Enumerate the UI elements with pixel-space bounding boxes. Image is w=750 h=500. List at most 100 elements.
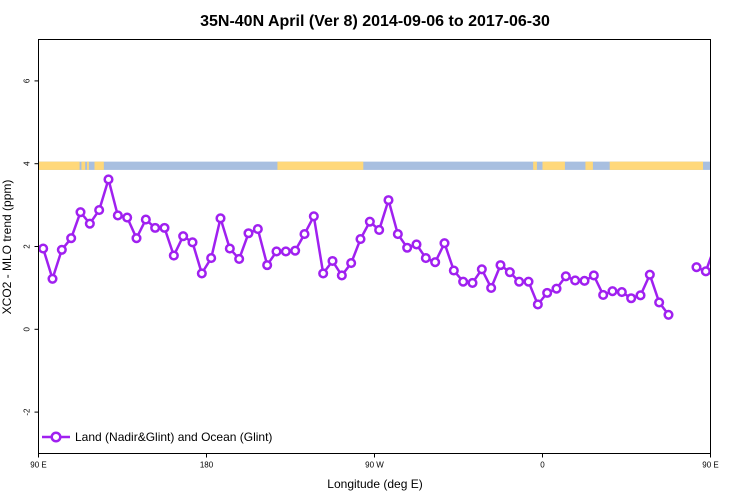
data-point-27 — [290, 245, 301, 256]
land-segment-1 — [81, 161, 86, 170]
data-point-58 — [579, 275, 590, 286]
land-segment-8 — [609, 161, 704, 170]
data-point-62 — [616, 286, 627, 298]
data-point-9 — [122, 212, 133, 223]
land-segment-0 — [38, 161, 80, 170]
data-point-1 — [47, 273, 58, 284]
data-point-5 — [84, 218, 95, 229]
y-tick-label-1: 0 — [23, 327, 32, 332]
data-point-2 — [56, 244, 67, 255]
data-point-71 — [710, 243, 711, 248]
data-point-29 — [308, 211, 319, 222]
data-point-67 — [663, 309, 674, 320]
data-point-54 — [542, 287, 553, 298]
series-layer — [38, 174, 747, 320]
data-point-4 — [75, 207, 86, 218]
x-axis: 90 E 180 90 W 0 90 E — [30, 453, 719, 470]
land-segment-5 — [533, 161, 537, 170]
data-point-31 — [327, 255, 338, 267]
data-point-19 — [215, 213, 226, 224]
data-point-43 — [439, 238, 450, 249]
data-point-8 — [112, 210, 123, 221]
data-point-56 — [560, 271, 571, 282]
data-point-59 — [588, 270, 599, 281]
legend: Land (Nadir&Glint) and Ocean (Glint) — [42, 430, 272, 444]
data-point-51 — [514, 276, 525, 287]
data-point-3 — [66, 233, 77, 244]
data-point-6 — [94, 205, 105, 216]
x-tick-label-2: 90 W — [365, 461, 384, 470]
data-point-36 — [374, 224, 385, 235]
data-point-73 — [730, 275, 738, 283]
data-point-45 — [458, 276, 469, 287]
land-ocean-band — [38, 161, 711, 170]
land-segment-6 — [542, 161, 565, 170]
data-point-24 — [262, 260, 273, 271]
data-point-34 — [355, 233, 366, 245]
y-axis: -2 0 2 4 6 — [23, 78, 39, 416]
data-point-18 — [206, 253, 217, 264]
data-point-53 — [532, 299, 543, 310]
data-point-69 — [691, 262, 702, 273]
data-point-72 — [721, 245, 729, 253]
data-point-52 — [523, 276, 534, 287]
ocean-band — [38, 161, 711, 170]
data-point-40 — [411, 239, 422, 250]
data-point-30 — [318, 268, 329, 279]
land-segment-4 — [277, 161, 364, 170]
y-tick-label-3: 4 — [23, 161, 32, 166]
data-point-42 — [430, 257, 441, 268]
data-point-12 — [150, 222, 161, 233]
land-segment-3 — [94, 161, 104, 170]
data-point-23 — [252, 224, 263, 235]
series-line-1 — [695, 254, 711, 273]
data-point-48 — [486, 282, 497, 293]
legend-marker — [50, 431, 62, 443]
data-point-11 — [140, 214, 151, 225]
data-point-7 — [103, 174, 114, 185]
x-tick-label-0: 90 E — [30, 461, 46, 470]
data-point-60 — [598, 289, 609, 300]
y-tick-label-0: -2 — [23, 408, 32, 416]
y-axis-label: XCO2 - MLO trend (ppm) — [0, 180, 14, 315]
data-point-41 — [420, 253, 431, 264]
data-point-17 — [196, 268, 207, 279]
x-tick-label-1: 180 — [200, 461, 214, 470]
data-point-25 — [271, 246, 282, 257]
data-point-65 — [644, 269, 655, 280]
data-point-20 — [224, 243, 235, 254]
data-point-64 — [635, 290, 646, 301]
data-point-15 — [178, 231, 189, 242]
data-point-74 — [739, 246, 747, 254]
chart-title: 35N-40N April (Ver 8) 2014-09-06 to 2017… — [200, 13, 550, 30]
data-point-55 — [551, 283, 562, 294]
x-axis-label: Longitude (deg E) — [327, 477, 422, 491]
data-point-10 — [131, 233, 142, 244]
plot-frame — [38, 39, 711, 454]
x-tick-label-3: 0 — [540, 461, 545, 470]
data-point-14 — [168, 250, 179, 261]
data-point-49 — [495, 260, 506, 271]
legend-label: Land (Nadir&Glint) and Ocean (Glint) — [75, 430, 272, 444]
data-point-38 — [392, 229, 403, 240]
data-point-70 — [700, 266, 711, 277]
data-point-39 — [402, 242, 413, 253]
data-point-46 — [467, 277, 478, 288]
data-point-35 — [364, 216, 375, 227]
data-point-61 — [607, 286, 618, 297]
y-tick-label-4: 6 — [23, 78, 32, 83]
data-point-0 — [38, 243, 49, 254]
y-tick-label-2: 2 — [23, 244, 32, 249]
data-point-28 — [299, 229, 310, 240]
land-segment-2 — [87, 161, 89, 170]
data-point-66 — [654, 297, 665, 308]
data-point-32 — [336, 270, 347, 281]
land-segment-7 — [585, 161, 593, 170]
data-point-16 — [187, 237, 198, 248]
data-point-63 — [626, 293, 637, 304]
data-point-47 — [476, 264, 487, 275]
series-line-0 — [42, 178, 670, 316]
data-point-22 — [243, 228, 254, 239]
series-0 — [38, 174, 747, 320]
